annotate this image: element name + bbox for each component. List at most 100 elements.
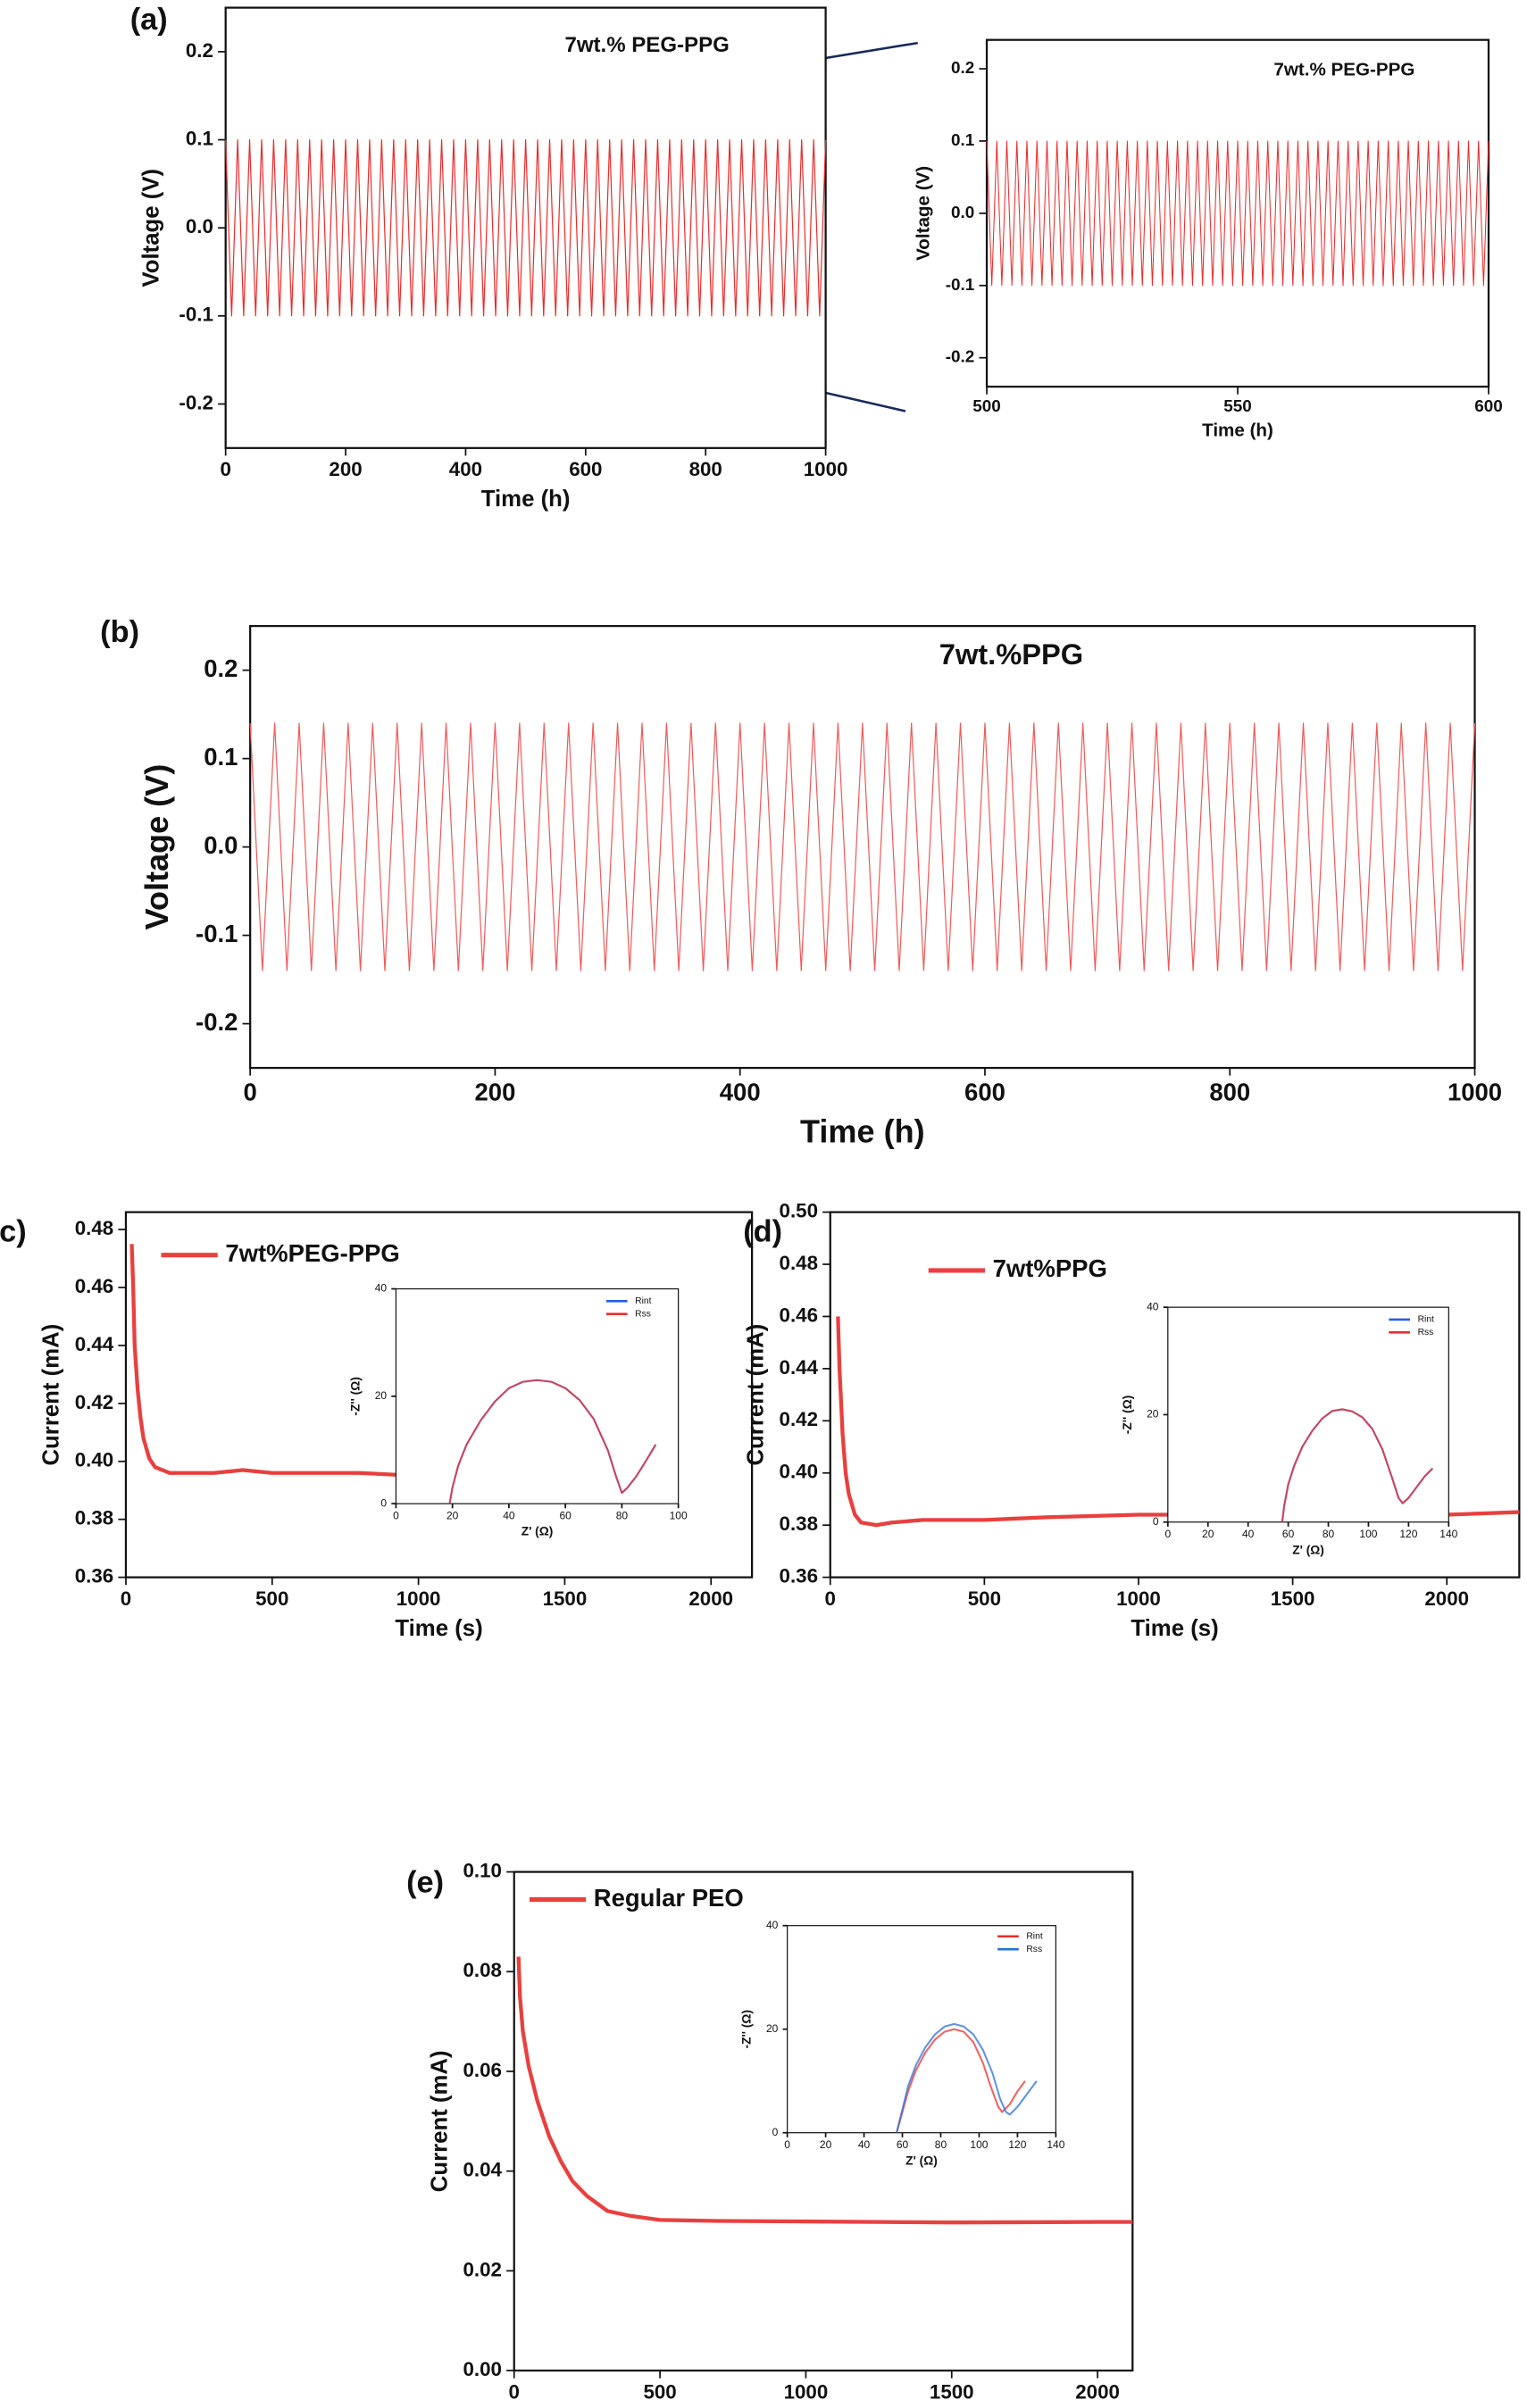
y-tick-label: 0.42 bbox=[780, 1408, 818, 1430]
x-tick-label: 200 bbox=[329, 458, 362, 480]
x-tick-label: 60 bbox=[559, 1509, 572, 1521]
x-tick-label: 0 bbox=[220, 458, 230, 480]
x-tick-label: 400 bbox=[720, 1079, 761, 1106]
x-axis-label: Time (h) bbox=[481, 487, 571, 512]
y-tick-label: 0.0 bbox=[951, 204, 974, 222]
legend-label: Rint bbox=[1026, 1931, 1042, 1941]
panel-label: (c) bbox=[0, 1215, 27, 1249]
y-tick-label: -0.2 bbox=[179, 391, 213, 413]
x-tick-label: 2000 bbox=[1075, 2380, 1120, 2403]
y-tick-label: 40 bbox=[375, 1282, 388, 1295]
y-axis-label: Voltage (V) bbox=[138, 169, 163, 287]
y-tick-label: 0.38 bbox=[75, 1507, 113, 1529]
y-tick-label: 0.00 bbox=[463, 2358, 502, 2380]
x-tick-label: 80 bbox=[1323, 1528, 1335, 1540]
y-tick-label: 0.04 bbox=[463, 2159, 503, 2181]
y-tick-label: 0.08 bbox=[463, 1959, 502, 1981]
annotation: 7wt.%PPG bbox=[939, 637, 1083, 671]
x-axis-label: Z' (Ω) bbox=[1292, 1543, 1324, 1556]
y-tick-label: 0.0 bbox=[186, 215, 213, 237]
legend-label: Rss bbox=[1026, 1945, 1042, 1954]
legend-label: 7wt%PPG bbox=[993, 1254, 1107, 1282]
y-tick-label: -0.2 bbox=[196, 1008, 238, 1036]
legend-label: Rss bbox=[1418, 1328, 1434, 1337]
x-axis-label: Time (h) bbox=[1202, 420, 1273, 440]
x-tick-label: 20 bbox=[820, 2138, 832, 2151]
x-tick-label: 1000 bbox=[784, 2380, 829, 2403]
x-tick-label: 100 bbox=[670, 1509, 688, 1521]
y-tick-label: 0.40 bbox=[780, 1461, 818, 1483]
x-tick-label: 0 bbox=[121, 1587, 131, 1610]
x-tick-label: 0 bbox=[784, 2138, 790, 2151]
x-tick-label: 800 bbox=[689, 458, 722, 480]
x-tick-label: 1000 bbox=[1116, 1587, 1161, 1610]
panel-label: (b) bbox=[100, 615, 139, 649]
y-axis-label: Current (mA) bbox=[427, 2050, 452, 2192]
y-tick-label: 0.02 bbox=[463, 2258, 502, 2280]
x-tick-label: 1000 bbox=[396, 1587, 441, 1610]
x-tick-label: 500 bbox=[643, 2380, 676, 2403]
plot-frame bbox=[224, 6, 827, 449]
y-tick-label: 0.46 bbox=[780, 1304, 818, 1326]
plot-frame bbox=[395, 1287, 680, 1504]
y-tick-label: 0.2 bbox=[204, 654, 238, 682]
x-tick-label: 1500 bbox=[543, 1587, 588, 1610]
y-axis-label: -Z'' (Ω) bbox=[1121, 1396, 1134, 1434]
x-tick-label: 1000 bbox=[804, 458, 848, 480]
x-tick-label: 400 bbox=[449, 458, 482, 480]
y-tick-label: 0.06 bbox=[463, 2059, 502, 2081]
x-tick-label: 2000 bbox=[1424, 1587, 1469, 1610]
y-tick-label: 0 bbox=[1153, 1515, 1159, 1528]
x-tick-label: 140 bbox=[1439, 1528, 1457, 1540]
y-axis-label: Voltage (V) bbox=[913, 166, 933, 261]
x-tick-label: 500 bbox=[972, 397, 1001, 416]
x-tick-label: 2000 bbox=[688, 1587, 733, 1610]
x-axis-label: Z' (Ω) bbox=[905, 2154, 938, 2167]
y-axis-label: -Z'' (Ω) bbox=[740, 2010, 754, 2048]
x-tick-label: 80 bbox=[616, 1509, 629, 1521]
x-tick-label: 60 bbox=[1282, 1528, 1295, 1540]
legend-label: Rint bbox=[1418, 1315, 1434, 1325]
y-tick-label: 0 bbox=[380, 1496, 387, 1509]
x-tick-label: 40 bbox=[858, 2138, 871, 2151]
annotation: 7wt.% PEG-PPG bbox=[564, 33, 729, 57]
plot-frame bbox=[787, 1925, 1056, 2134]
y-tick-label: 20 bbox=[766, 2022, 779, 2035]
y-tick-label: 20 bbox=[1147, 1408, 1159, 1421]
x-tick-label: 0 bbox=[1164, 1528, 1171, 1540]
series-line bbox=[225, 138, 827, 317]
x-tick-label: 0 bbox=[825, 1587, 836, 1610]
x-tick-label: 500 bbox=[255, 1587, 288, 1610]
x-axis-label: Time (s) bbox=[395, 1616, 482, 1641]
y-tick-label: 0.1 bbox=[951, 131, 974, 150]
series-line bbox=[896, 2022, 1038, 2133]
y-tick-label: 0.1 bbox=[204, 743, 238, 771]
y-tick-label: 0.48 bbox=[75, 1217, 113, 1239]
legend-label: Regular PEO bbox=[594, 1884, 744, 1912]
y-tick-label: 0.50 bbox=[780, 1200, 818, 1222]
y-tick-label: 0.1 bbox=[186, 127, 213, 149]
x-axis-label: Z' (Ω) bbox=[522, 1525, 554, 1538]
plot-frame bbox=[249, 625, 1476, 1070]
x-tick-label: 20 bbox=[446, 1509, 459, 1521]
x-tick-label: 60 bbox=[897, 2138, 909, 2151]
x-axis-label: Time (s) bbox=[1131, 1616, 1218, 1641]
x-tick-label: 200 bbox=[475, 1079, 516, 1106]
x-tick-label: 0 bbox=[393, 1509, 399, 1521]
y-tick-label: -0.2 bbox=[946, 348, 975, 367]
series-line bbox=[249, 722, 1476, 971]
y-tick-label: 0.38 bbox=[780, 1512, 818, 1535]
y-tick-label: 0.2 bbox=[951, 59, 974, 78]
y-tick-label: 0.42 bbox=[75, 1391, 113, 1413]
x-tick-label: 1000 bbox=[1448, 1079, 1502, 1106]
annotation: 7wt.% PEG-PPG bbox=[1273, 60, 1414, 80]
x-tick-label: 600 bbox=[964, 1079, 1005, 1106]
y-axis-label: -Z'' (Ω) bbox=[348, 1377, 362, 1415]
x-tick-label: 100 bbox=[970, 2138, 988, 2151]
x-tick-label: 500 bbox=[968, 1587, 1001, 1610]
x-tick-label: 100 bbox=[1359, 1528, 1377, 1540]
x-tick-label: 600 bbox=[569, 458, 602, 480]
y-tick-label: -0.1 bbox=[946, 276, 975, 295]
x-tick-label: 80 bbox=[935, 2138, 947, 2151]
y-tick-label: 0.36 bbox=[780, 1565, 818, 1587]
